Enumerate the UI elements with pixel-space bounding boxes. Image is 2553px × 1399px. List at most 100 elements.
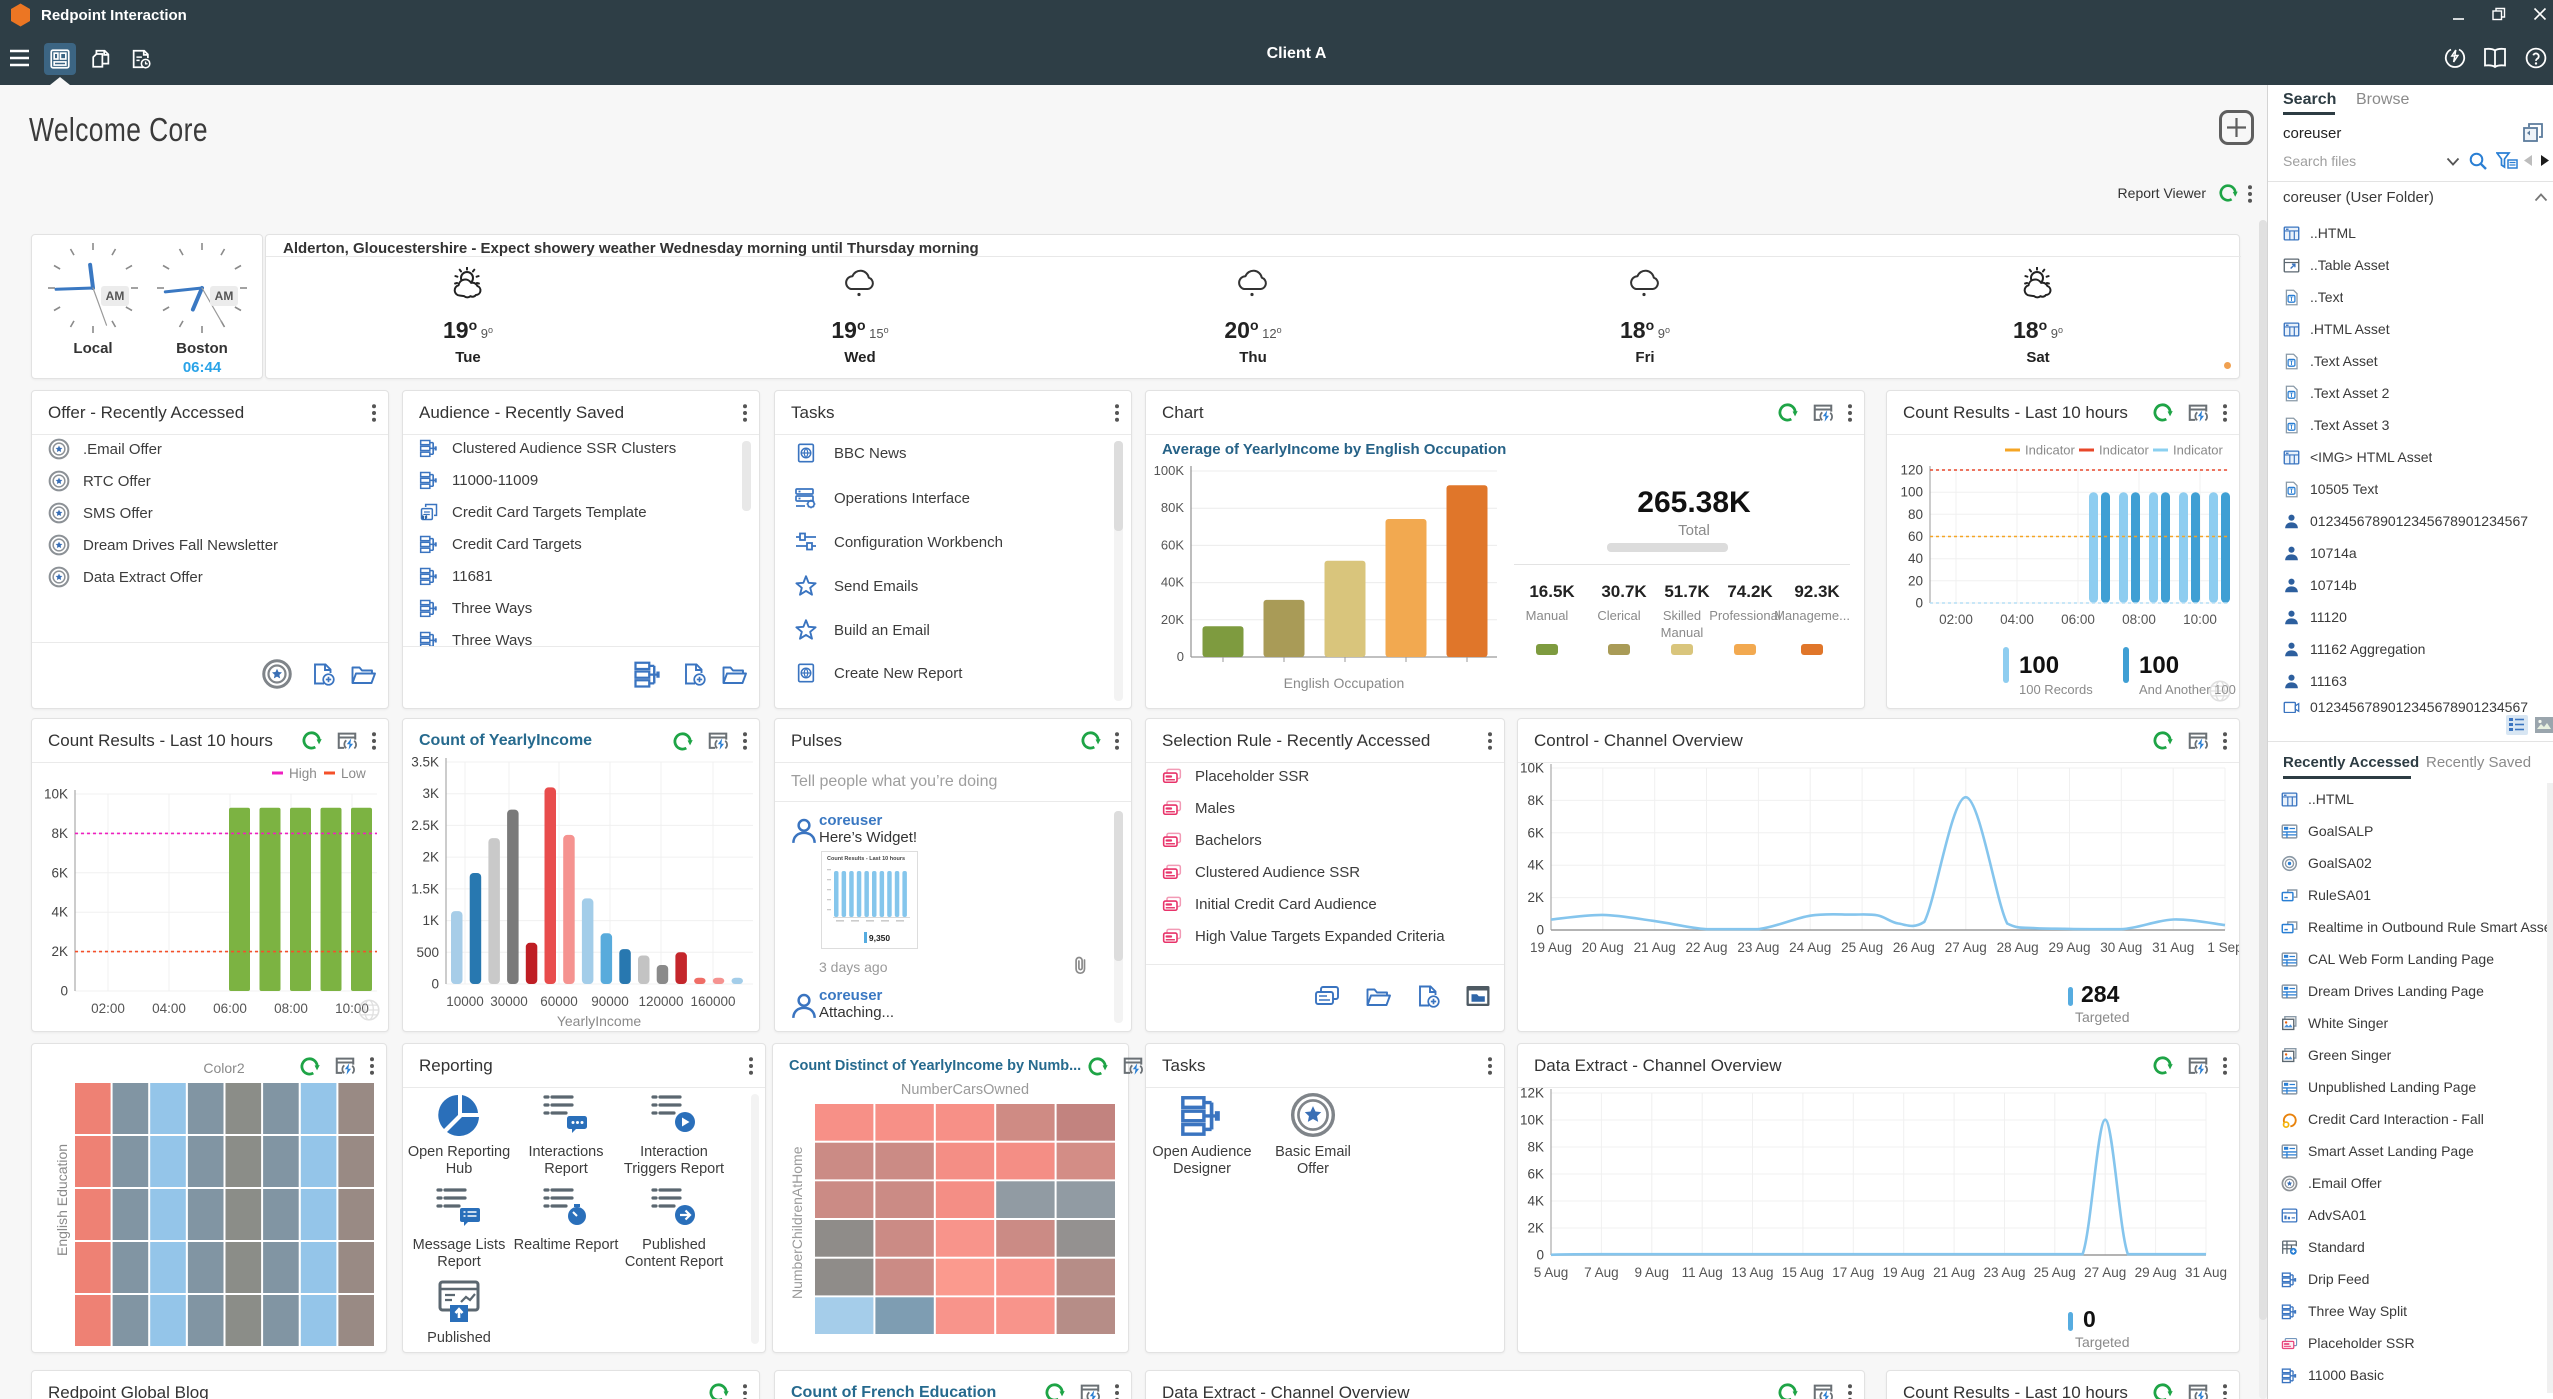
svg-text:Local: Local: [73, 340, 112, 357]
svg-text:500: 500: [416, 945, 439, 960]
svg-text:10K: 10K: [44, 787, 68, 802]
svg-text:6K: 6K: [51, 865, 68, 880]
svg-text:10:00: 10:00: [2183, 612, 2217, 627]
svg-text:24 Aug: 24 Aug: [1789, 940, 1831, 955]
svg-text:2K: 2K: [51, 944, 68, 959]
svg-text:4K: 4K: [51, 905, 68, 920]
svg-text:10K: 10K: [1520, 1113, 1544, 1128]
svg-text:28 Aug: 28 Aug: [1997, 940, 2039, 955]
svg-text:31 Aug: 31 Aug: [2152, 940, 2194, 955]
svg-text:12K: 12K: [1520, 1088, 1544, 1101]
svg-text:YearlyIncome: YearlyIncome: [557, 1013, 642, 1029]
svg-text:20K: 20K: [1161, 612, 1184, 627]
svg-text:30000: 30000: [490, 994, 528, 1009]
svg-text:And Another 100: And Another 100: [2139, 682, 2236, 697]
svg-text:8K: 8K: [1527, 793, 1544, 808]
svg-text:26 Aug: 26 Aug: [1893, 940, 1935, 955]
svg-text:T: T: [2289, 487, 2294, 494]
svg-text:3.5K: 3.5K: [411, 755, 439, 770]
svg-text:60: 60: [1908, 529, 1923, 544]
svg-text:7 Aug: 7 Aug: [1584, 1265, 1619, 1280]
svg-text:100: 100: [1900, 485, 1923, 500]
svg-text:English Occupation: English Occupation: [1284, 675, 1405, 691]
svg-text:21 Aug: 21 Aug: [1933, 1265, 1975, 1280]
svg-text:6K: 6K: [1527, 825, 1544, 840]
svg-text:100: 100: [2019, 652, 2059, 679]
svg-text:1K: 1K: [422, 913, 439, 928]
svg-text:31 Aug: 31 Aug: [2185, 1265, 2227, 1280]
svg-text:13 Aug: 13 Aug: [1731, 1265, 1773, 1280]
svg-text:04:00: 04:00: [152, 1001, 186, 1016]
svg-text:0: 0: [431, 977, 439, 992]
svg-text:29 Aug: 29 Aug: [2048, 940, 2090, 955]
svg-text:80K: 80K: [1161, 500, 1184, 515]
svg-text:100K: 100K: [1154, 463, 1185, 478]
svg-text:0: 0: [1536, 923, 1544, 938]
svg-text:23 Aug: 23 Aug: [1737, 940, 1779, 955]
svg-text:25 Aug: 25 Aug: [2034, 1265, 2076, 1280]
svg-text:Boston: Boston: [176, 340, 228, 357]
svg-text:T: T: [2289, 391, 2294, 398]
svg-text:60K: 60K: [1161, 537, 1184, 552]
svg-text:22 Aug: 22 Aug: [1685, 940, 1727, 955]
svg-text:30 Aug: 30 Aug: [2100, 940, 2142, 955]
svg-text:100 Records: 100 Records: [2019, 682, 2093, 697]
svg-text:160000: 160000: [690, 994, 735, 1009]
svg-text:0: 0: [60, 984, 68, 999]
svg-text:10K: 10K: [1520, 763, 1544, 776]
svg-text:11 Aug: 11 Aug: [1682, 1265, 1723, 1280]
svg-text:1.5K: 1.5K: [411, 881, 439, 896]
svg-text:T: T: [2289, 295, 2294, 302]
svg-text:21 Aug: 21 Aug: [1634, 940, 1676, 955]
svg-text:15 Aug: 15 Aug: [1782, 1265, 1824, 1280]
svg-text:25 Aug: 25 Aug: [1841, 940, 1883, 955]
svg-text:T: T: [2289, 423, 2294, 430]
svg-text:Low: Low: [341, 766, 366, 781]
svg-text:3K: 3K: [422, 786, 439, 801]
svg-text:Indicator: Indicator: [2025, 443, 2076, 458]
svg-text:6K: 6K: [1527, 1167, 1544, 1182]
svg-text:120: 120: [1900, 463, 1923, 478]
svg-text:19 Aug: 19 Aug: [1883, 1265, 1925, 1280]
svg-text:9 Aug: 9 Aug: [1635, 1265, 1670, 1280]
svg-text:2.5K: 2.5K: [411, 818, 439, 833]
svg-text:2K: 2K: [422, 850, 439, 865]
svg-text:1 Sep: 1 Sep: [2207, 940, 2239, 955]
svg-text:2K: 2K: [1527, 890, 1544, 905]
svg-text:High: High: [289, 766, 317, 781]
svg-text:19 Aug: 19 Aug: [1530, 940, 1572, 955]
svg-text:04:00: 04:00: [2000, 612, 2034, 627]
svg-text:AM: AM: [215, 289, 234, 303]
svg-text:20: 20: [1908, 573, 1923, 588]
svg-text:27 Aug: 27 Aug: [2084, 1265, 2126, 1280]
svg-text:8K: 8K: [1527, 1140, 1544, 1155]
svg-text:10:00: 10:00: [335, 1001, 369, 1016]
svg-text:Indicator: Indicator: [2099, 443, 2150, 458]
svg-text:4K: 4K: [1527, 858, 1544, 873]
svg-text:08:00: 08:00: [2122, 612, 2156, 627]
svg-text:40K: 40K: [1161, 575, 1184, 590]
svg-text:T: T: [2289, 359, 2294, 366]
svg-text:8K: 8K: [51, 826, 68, 841]
svg-text:2K: 2K: [1527, 1221, 1544, 1236]
svg-text:0: 0: [1536, 1248, 1544, 1263]
svg-text:10000: 10000: [446, 994, 484, 1009]
svg-text:5 Aug: 5 Aug: [1534, 1265, 1569, 1280]
svg-text:17 Aug: 17 Aug: [1832, 1265, 1874, 1280]
svg-text:80: 80: [1908, 507, 1923, 522]
svg-text:40: 40: [1908, 551, 1923, 566]
svg-text:02:00: 02:00: [91, 1001, 125, 1016]
svg-text:06:00: 06:00: [2061, 612, 2095, 627]
svg-text:90000: 90000: [591, 994, 629, 1009]
svg-text:08:00: 08:00: [274, 1001, 308, 1016]
svg-text:AM: AM: [106, 289, 125, 303]
svg-text:120000: 120000: [638, 994, 683, 1009]
svg-text:27 Aug: 27 Aug: [1945, 940, 1987, 955]
svg-text:100: 100: [2139, 652, 2179, 679]
svg-text:20 Aug: 20 Aug: [1582, 940, 1624, 955]
svg-text:06:00: 06:00: [213, 1001, 247, 1016]
svg-text:Indicator: Indicator: [2173, 443, 2224, 458]
svg-text:T: T: [423, 515, 427, 521]
svg-text:06:44: 06:44: [183, 359, 222, 376]
svg-text:4K: 4K: [1527, 1194, 1544, 1209]
